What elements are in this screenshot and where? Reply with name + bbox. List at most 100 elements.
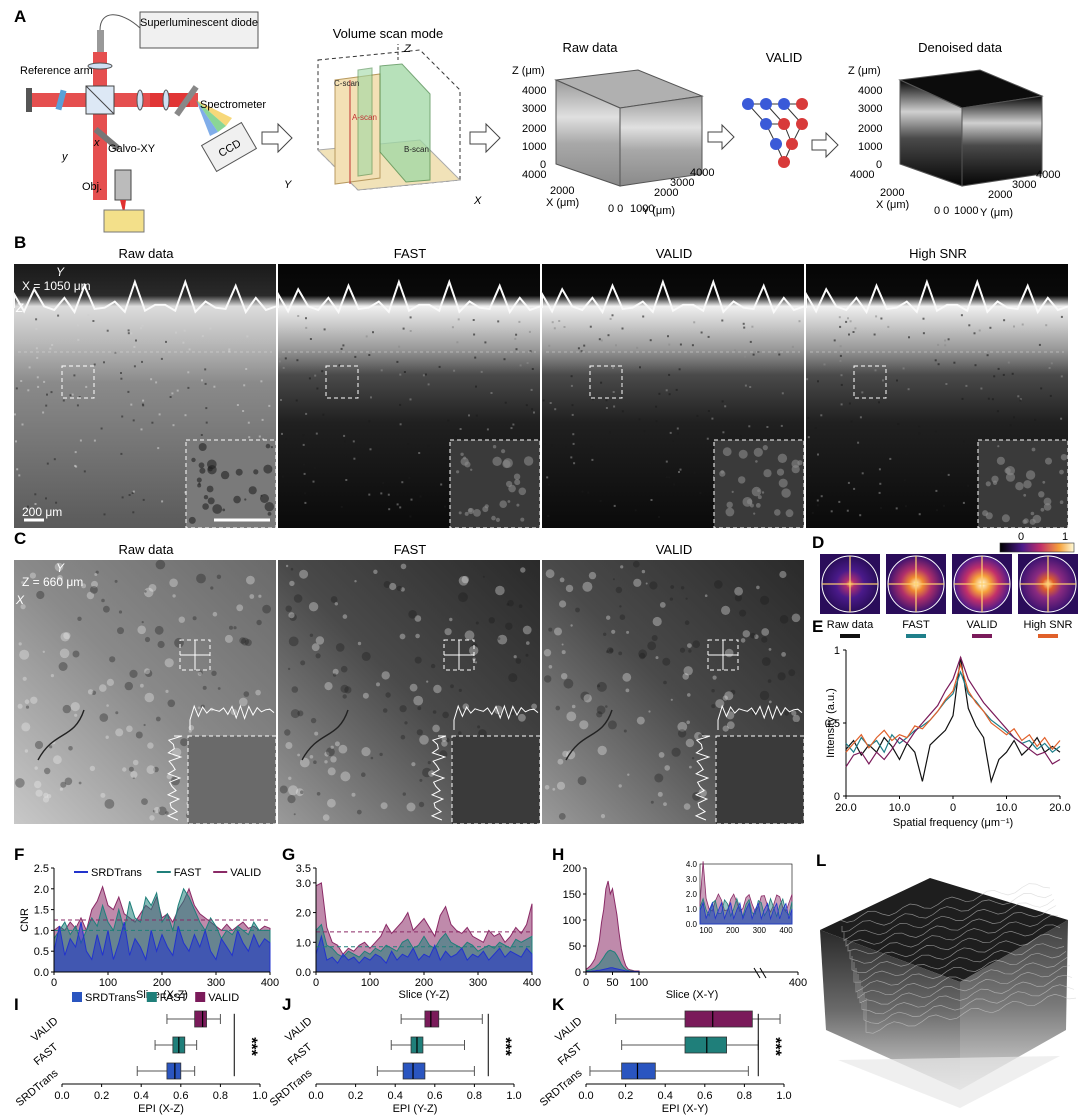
raw-cube-title: Raw data (563, 40, 619, 55)
svg-text:2000: 2000 (522, 123, 546, 135)
svg-text:Y: Y (284, 179, 292, 191)
h-inset-ytick: 1.0 (686, 905, 698, 914)
legend-label-valid: VALID (230, 867, 261, 879)
h-xtick: 50 (606, 977, 618, 989)
f-xtick: 200 (153, 977, 171, 989)
panel-letter-g: G (282, 845, 295, 864)
g-ytick: 3.0 (296, 878, 311, 890)
g-xtick: 200 (415, 977, 433, 989)
i-xtick: 1.0 (252, 1090, 267, 1102)
galvo-label: Galvo-XY (108, 143, 156, 155)
h-xtick: 400 (789, 977, 807, 989)
e-line-raw-data (845, 657, 1061, 784)
k-xtick: 1.0 (776, 1090, 791, 1102)
h-xlabel: Slice (X-Y) (666, 989, 719, 1001)
svg-text:1000: 1000 (522, 141, 546, 153)
legend-swatch-valid (195, 992, 206, 1002)
legend-swatch-srdtrans (72, 992, 82, 1002)
g-xtick: 400 (523, 977, 541, 989)
cnr-chart-xy: 0 50 100 150 200 0 50 100 400 Slice (X-Y) 0.0 1.0 2.… (563, 860, 808, 1001)
svg-text:y: y (61, 151, 69, 163)
legend-swatch-1 (906, 634, 926, 638)
fft-label-3: High SNR (1024, 619, 1073, 631)
y-axis-glyph: Y (56, 561, 65, 575)
c-title-2: VALID (656, 542, 693, 557)
legend-swatch-2 (972, 634, 992, 638)
svg-text:3000: 3000 (1012, 179, 1036, 191)
i-xtick: 0.4 (134, 1090, 149, 1102)
legend-label-fast: FAST (174, 867, 202, 879)
tissue-surface (805, 278, 1069, 315)
zoom-inset (185, 439, 277, 529)
k-xtick: 0.8 (737, 1090, 752, 1102)
f-ytick: 1.5 (34, 905, 49, 917)
c-title-1: FAST (394, 542, 427, 557)
svg-text:X (μm): X (μm) (876, 199, 909, 211)
j-xtick: 0.0 (308, 1090, 323, 1102)
zoom-inset (451, 735, 541, 825)
vertical-profile (166, 735, 183, 821)
f-xtick: 400 (261, 977, 279, 989)
svg-text:Z (μm): Z (μm) (512, 65, 545, 77)
valid-network-icon: VALID (742, 50, 808, 168)
f-ylabel: CNR (19, 908, 31, 932)
h-ytick: 100 (563, 915, 581, 927)
ccd-box (200, 121, 258, 173)
objective-label: Obj. (82, 181, 102, 193)
g-ytick: 0.0 (296, 967, 311, 979)
horizontal-profile (453, 704, 539, 730)
e-xtick: 10.0 (889, 802, 910, 814)
svg-text:Y (μm): Y (μm) (980, 207, 1013, 219)
light-source-label: Superluminescent diode (140, 17, 258, 29)
vessel (301, 709, 349, 761)
oct-setup-diagram: Superluminescent diode Reference arm Spe… (20, 11, 266, 233)
svg-text:Y (μm): Y (μm) (642, 205, 675, 217)
fiber-coupler (97, 30, 104, 52)
h-ytick: 50 (569, 941, 581, 953)
svg-text:4000: 4000 (522, 169, 546, 181)
e-line-fast (845, 670, 1061, 754)
panel-letter-f: F (14, 845, 24, 864)
svg-text:Z: Z (403, 43, 412, 55)
i-xtick: 0.8 (213, 1090, 228, 1102)
roi-box (61, 365, 95, 399)
g-xtick: 0 (313, 977, 319, 989)
h-ytick: 0 (575, 967, 581, 979)
legend-swatch-3 (1038, 634, 1058, 638)
panel-letter-h: H (552, 845, 564, 864)
j-xtick: 0.6 (427, 1090, 442, 1102)
legend-label-srdtrans: SRDTrans (85, 992, 136, 1004)
h-xtick: 100 (630, 977, 648, 989)
h-xtick: 0 (583, 977, 589, 989)
x-axis-glyph: X (15, 593, 25, 607)
rendered-3d-volume (820, 878, 1077, 1108)
g-xtick: 300 (469, 977, 487, 989)
roi-box (853, 365, 887, 399)
h-inset-ytick: 2.0 (686, 890, 698, 899)
svg-text:1: 1 (1062, 531, 1068, 543)
svg-text:2000: 2000 (988, 189, 1012, 201)
e-ytick: 0 (834, 791, 840, 803)
f-xtick: 100 (99, 977, 117, 989)
raw-data-cube: Raw data Z (μm) 4000 3000 2000 1000 0 40… (512, 40, 714, 217)
svg-text:X (μm): X (μm) (546, 197, 579, 209)
zoom-inset (449, 439, 541, 529)
vertical-profile (694, 735, 711, 821)
f-ytick: 2.5 (34, 863, 49, 875)
legend-label-srdtrans: SRDTrans (91, 867, 142, 879)
i-box-srdtrans (166, 1062, 182, 1080)
axis-break (759, 967, 767, 979)
h-inset-ytick: 4.0 (686, 860, 698, 869)
svg-text:4000: 4000 (522, 85, 546, 97)
c-scan-label: C-scan (334, 79, 359, 88)
fft-spectra: Raw data FAST VALID High SNR (820, 554, 1078, 638)
beam-vertical (93, 52, 107, 200)
k-xtick: 0.6 (697, 1090, 712, 1102)
f-xtick: 0 (51, 977, 57, 989)
g-ytick: 2.0 (296, 908, 311, 920)
i-xlabel: EPI (X-Z) (138, 1103, 184, 1115)
svg-text:4000: 4000 (690, 167, 714, 179)
